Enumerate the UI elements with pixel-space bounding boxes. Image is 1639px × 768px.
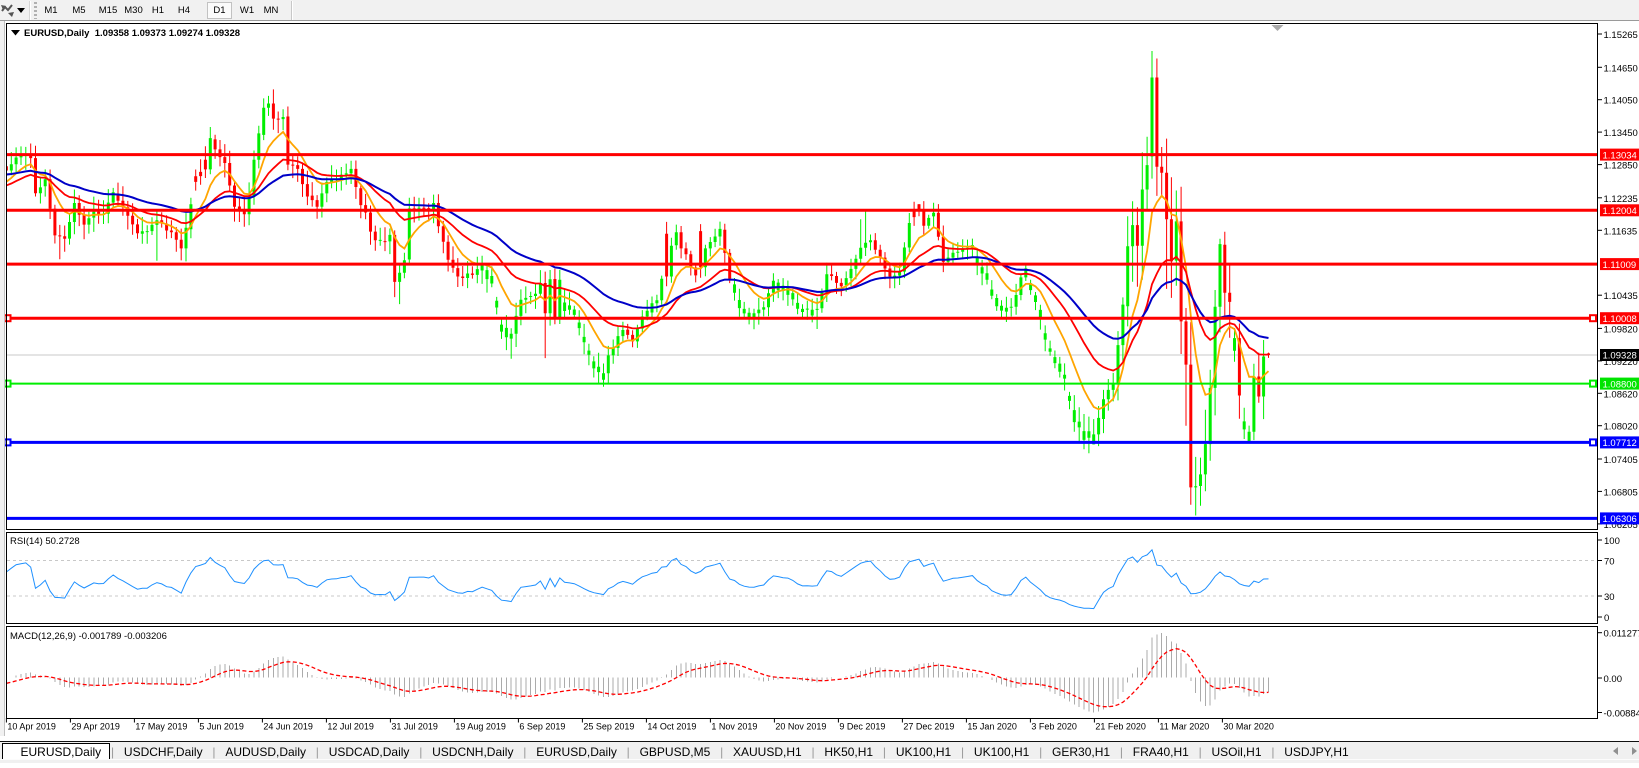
svg-text:1.12004: 1.12004 — [1603, 206, 1637, 217]
svg-text:21 Feb 2020: 21 Feb 2020 — [1095, 722, 1146, 732]
svg-text:12 Jul 2019: 12 Jul 2019 — [327, 722, 374, 732]
svg-text:100: 100 — [1604, 536, 1620, 547]
svg-text:10 Apr 2019: 10 Apr 2019 — [7, 722, 56, 732]
svg-text:20 Nov 2019: 20 Nov 2019 — [775, 722, 826, 732]
svg-text:EURUSD,Daily 1.09358 1.09373: EURUSD,Daily 1.09358 1.09373 1.09274 1.0… — [24, 28, 240, 39]
svg-text:19 Aug 2019: 19 Aug 2019 — [455, 722, 506, 732]
svg-text:1.08800: 1.08800 — [1603, 379, 1637, 390]
svg-text:1.10008: 1.10008 — [1603, 314, 1637, 325]
svg-text:1.07405: 1.07405 — [1604, 455, 1638, 466]
svg-text:RSI(14) 50.2728: RSI(14) 50.2728 — [10, 536, 80, 547]
svg-text:14 Oct 2019: 14 Oct 2019 — [647, 722, 696, 732]
svg-text:MACD(12,26,9) -0.001789 -0.003: MACD(12,26,9) -0.001789 -0.003206 — [10, 631, 167, 642]
svg-text:17 May 2019: 17 May 2019 — [135, 722, 187, 732]
svg-text:1.11635: 1.11635 — [1604, 226, 1638, 237]
svg-text:1.11009: 1.11009 — [1603, 260, 1637, 271]
svg-text:1.08620: 1.08620 — [1604, 389, 1638, 400]
svg-text:27 Dec 2019: 27 Dec 2019 — [903, 722, 954, 732]
svg-text:6 Sep 2019: 6 Sep 2019 — [519, 722, 565, 732]
svg-text:3 Feb 2020: 3 Feb 2020 — [1031, 722, 1077, 732]
svg-text:9 Dec 2019: 9 Dec 2019 — [839, 722, 885, 732]
svg-text:1.13450: 1.13450 — [1604, 128, 1638, 139]
svg-text:30 Mar 2020: 30 Mar 2020 — [1223, 722, 1274, 732]
svg-text:30: 30 — [1604, 592, 1615, 603]
svg-text:0.00: 0.00 — [1604, 674, 1623, 685]
svg-text:25 Sep 2019: 25 Sep 2019 — [583, 722, 634, 732]
svg-text:1.14050: 1.14050 — [1604, 96, 1638, 107]
svg-text:1 Nov 2019: 1 Nov 2019 — [711, 722, 757, 732]
svg-text:29 Apr 2019: 29 Apr 2019 — [71, 722, 120, 732]
svg-text:1.06805: 1.06805 — [1604, 487, 1638, 498]
svg-text:1.12235: 1.12235 — [1604, 194, 1638, 205]
svg-text:1.09820: 1.09820 — [1604, 324, 1638, 335]
svg-text:1.12850: 1.12850 — [1604, 161, 1638, 172]
svg-text:1.14650: 1.14650 — [1604, 63, 1638, 74]
svg-text:0.011277: 0.011277 — [1604, 629, 1639, 640]
svg-text:-0.00884: -0.00884 — [1604, 709, 1639, 720]
svg-text:1.07712: 1.07712 — [1603, 438, 1637, 449]
svg-text:70: 70 — [1604, 557, 1615, 568]
svg-text:24 Jun 2019: 24 Jun 2019 — [263, 722, 313, 732]
svg-text:11 Mar 2020: 11 Mar 2020 — [1159, 722, 1209, 732]
svg-text:31 Jul 2019: 31 Jul 2019 — [391, 722, 438, 732]
svg-text:1.08020: 1.08020 — [1604, 422, 1638, 433]
svg-text:15 Jan 2020: 15 Jan 2020 — [967, 722, 1017, 732]
svg-text:5 Jun 2019: 5 Jun 2019 — [199, 722, 244, 732]
svg-text:1.09328: 1.09328 — [1603, 351, 1637, 362]
svg-text:1.13034: 1.13034 — [1603, 150, 1637, 161]
svg-text:1.10435: 1.10435 — [1604, 291, 1638, 302]
svg-text:1.06306: 1.06306 — [1603, 514, 1637, 525]
svg-text:0: 0 — [1604, 613, 1609, 624]
svg-text:1.15265: 1.15265 — [1604, 30, 1638, 41]
